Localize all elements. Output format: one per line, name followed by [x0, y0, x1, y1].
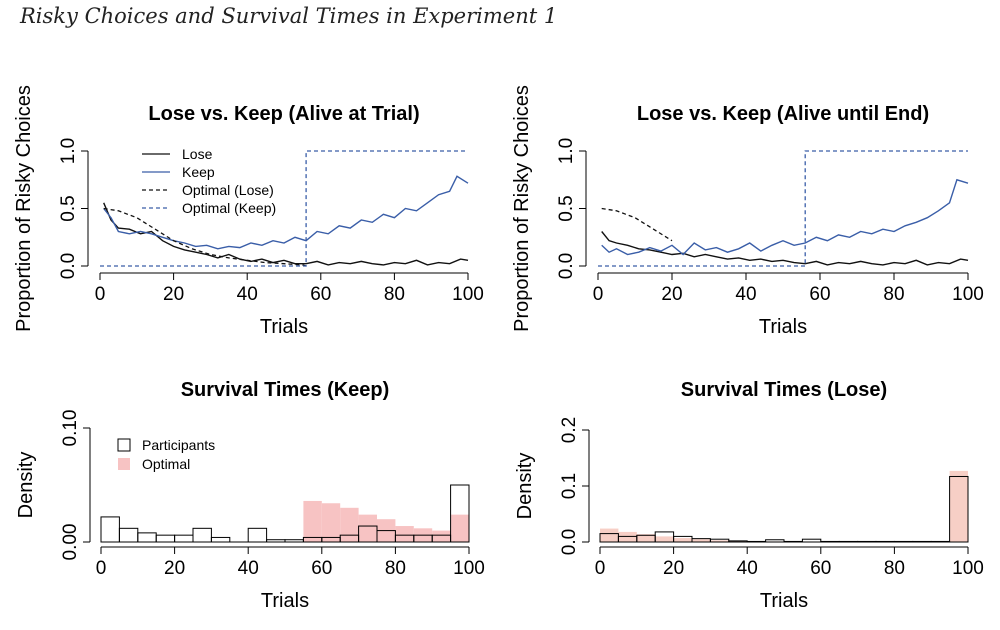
y-tick-label: 1.0 — [556, 138, 577, 164]
legend-label: Participants — [142, 437, 215, 453]
hist-bar-participants — [210, 536, 231, 543]
x-axis-label: Trials — [760, 590, 808, 612]
x-tick-label: 60 — [810, 558, 831, 579]
x-tick-label: 80 — [883, 284, 904, 305]
series-line-optimal-keep — [100, 150, 468, 267]
hist-bar-optimal — [710, 540, 729, 542]
y-tick-label: 0.0 — [58, 253, 79, 279]
panel-title: Lose vs. Keep (Alive until End) — [637, 103, 929, 125]
panel-alive-at-trial: Lose vs. Keep (Alive at Trial) 0 20 40 60 80 1… — [13, 85, 484, 338]
hist-bar-optimal — [303, 500, 322, 542]
x-tick-label: 60 — [310, 284, 331, 305]
x-tick-label: 80 — [384, 284, 405, 305]
x-axis-label: Trials — [260, 316, 308, 338]
legend-swatch — [117, 438, 131, 452]
y-tick-label: 0.5 — [58, 195, 79, 221]
hist-bar-participants — [118, 527, 139, 543]
x-axis-label: Trials — [261, 590, 309, 612]
y-tick-label: 0.0 — [559, 529, 580, 555]
x-tick-label: 0 — [95, 284, 106, 305]
x-tick-label: 100 — [452, 284, 484, 305]
hist-bar-optimal — [949, 470, 968, 542]
x-tick-label: 40 — [237, 284, 258, 305]
x-tick-label: 0 — [593, 284, 604, 305]
y-axis-label: Proportion of Risky Choices — [511, 85, 533, 332]
panel-survival-lose: Survival Times (Lose) 0 20 40 60 80 100 Trials 0… — [514, 379, 984, 612]
panel-survival-keep: Survival Times (Keep) 0 20 40 60 80 100 Trials 0… — [15, 379, 485, 612]
y-tick-label: 0.10 — [60, 410, 81, 447]
legend-label: Optimal (Lose) — [182, 182, 274, 198]
y-axis-label: Density — [514, 453, 536, 520]
y-tick-label: 0.5 — [556, 195, 577, 221]
x-tick-label: 80 — [385, 558, 406, 579]
series-line-lose — [601, 231, 969, 266]
hist-bar-optimal — [618, 531, 637, 542]
figure-title: Risky Choices and Survival Times in Expe… — [20, 4, 558, 28]
panel-title: Survival Times (Keep) — [181, 379, 390, 401]
legend-label: Lose — [182, 146, 213, 162]
y-tick-label: 0.0 — [556, 253, 577, 279]
hist-bar-optimal — [432, 530, 451, 542]
series-line-keep — [103, 175, 469, 250]
plot-area — [594, 148, 972, 269]
x-tick-label: 40 — [238, 558, 259, 579]
hist-bar-participants — [155, 534, 176, 543]
hist-bar-optimal — [673, 538, 692, 542]
x-tick-label: 60 — [809, 284, 830, 305]
x-tick-label: 20 — [163, 284, 184, 305]
panel-title: Lose vs. Keep (Alive at Trial) — [148, 103, 419, 125]
hist-bar-optimal — [340, 507, 359, 542]
hist-bar-optimal — [321, 503, 341, 542]
hist-bar-optimal — [450, 514, 469, 542]
legend-label: Optimal — [142, 456, 190, 472]
series-line-optimal-lose — [601, 207, 673, 242]
x-tick-label: 40 — [737, 558, 758, 579]
x-tick-label: 20 — [164, 558, 185, 579]
hist-bar-participants — [137, 532, 157, 543]
series-line-lose — [103, 202, 469, 266]
x-tick-label: 20 — [661, 284, 682, 305]
y-tick-label: 0.2 — [559, 417, 580, 443]
hist-bar-optimal — [655, 536, 674, 542]
y-tick-label: 1.0 — [58, 138, 79, 164]
hist-bar-participants — [174, 534, 194, 543]
panel-title: Survival Times (Lose) — [681, 379, 887, 401]
y-tick-label: 0.00 — [60, 524, 81, 561]
x-tick-label: 100 — [952, 284, 984, 305]
x-tick-label: 40 — [735, 284, 756, 305]
legend-swatch — [118, 458, 130, 470]
hist-bar-participants — [192, 527, 212, 543]
hist-bar-optimal — [728, 540, 748, 542]
hist-bar-optimal — [600, 528, 619, 542]
hist-bar-participants — [100, 516, 120, 543]
y-tick-label: 0.1 — [559, 473, 580, 499]
legend-label: Keep — [182, 164, 215, 180]
x-tick-label: 100 — [952, 558, 984, 579]
hist-bar-participants — [247, 527, 268, 543]
x-tick-label: 80 — [884, 558, 905, 579]
series-line-keep — [601, 178, 969, 256]
y-axis-label: Proportion of Risky Choices — [13, 85, 35, 332]
panel-alive-until-end: Lose vs. Keep (Alive until End) 0 20 40 60 80… — [511, 85, 984, 338]
series-line-optimal-lose — [103, 207, 307, 267]
x-tick-label: 0 — [96, 558, 107, 579]
hist-bar-optimal — [395, 526, 414, 542]
x-tick-label: 20 — [663, 558, 684, 579]
x-tick-label: 100 — [453, 558, 485, 579]
hist-bar-optimal — [358, 514, 377, 542]
y-axis-label: Density — [15, 452, 37, 519]
x-tick-label: 0 — [595, 558, 606, 579]
x-axis-label: Trials — [759, 316, 807, 338]
legend-label: Optimal (Keep) — [182, 200, 276, 216]
hist-bar-optimal — [692, 539, 711, 542]
hist-bar-optimal — [636, 534, 656, 542]
x-tick-label: 60 — [311, 558, 332, 579]
